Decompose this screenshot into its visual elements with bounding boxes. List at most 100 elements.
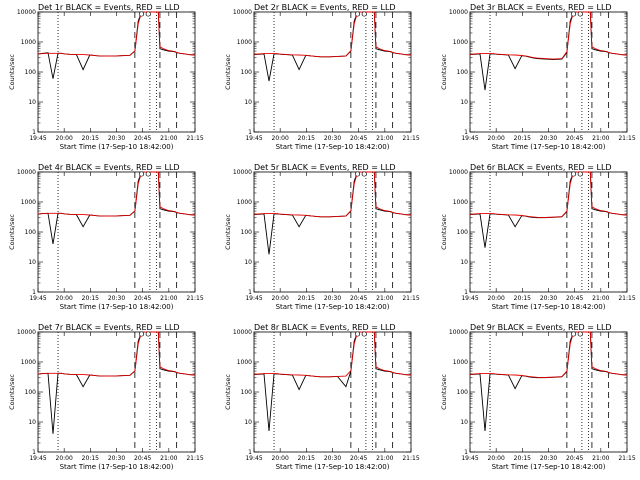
x-tick-label: 20:00 (56, 295, 73, 302)
x-axis-label: Start Time (17-Sep-10 18:42:00) (276, 463, 390, 471)
saturation-marker (361, 171, 367, 177)
x-tick-label: 20:15 (298, 455, 315, 462)
panel-title: Det 1r BLACK = Events, RED = LLD (38, 3, 180, 12)
x-tick-label: 20:15 (298, 295, 315, 302)
x-tick-label: 20:30 (108, 455, 125, 462)
y-tick-label: 1000 (21, 39, 36, 46)
x-axis-label: Start Time (17-Sep-10 18:42:00) (60, 143, 174, 151)
y-tick-label: 1 (248, 449, 252, 456)
y-tick-label: 1000 (237, 199, 252, 206)
y-tick-label: 100 (241, 389, 253, 396)
y-tick-label: 10000 (449, 329, 468, 336)
lld-series-line (37, 331, 196, 377)
y-tick-label: 1 (464, 449, 468, 456)
y-tick-label: 10 (28, 99, 36, 106)
x-tick-label: 20:00 (488, 135, 505, 142)
panel-title: Det 2r BLACK = Events, RED = LLD (254, 3, 396, 12)
x-tick-label: 19:45 (461, 135, 478, 142)
detector-panel: Det 9r BLACK = Events, RED = LLD Counts/s… (440, 323, 636, 471)
x-tick-label: 21:00 (160, 455, 177, 462)
y-tick-label: 1000 (453, 39, 468, 46)
y-tick-label: 1 (248, 289, 252, 296)
plot-frame (469, 11, 628, 133)
y-tick-label: 100 (241, 229, 253, 236)
x-tick-label: 19:45 (29, 135, 46, 142)
y-tick-label: 10 (244, 99, 252, 106)
saturation-marker (139, 11, 145, 17)
x-tick-label: 20:45 (134, 135, 151, 142)
x-tick-label: 21:00 (160, 135, 177, 142)
x-tick-label: 20:30 (324, 455, 341, 462)
y-tick-label: 1 (32, 449, 36, 456)
x-tick-label: 19:45 (461, 295, 478, 302)
x-axis-label: Start Time (17-Sep-10 18:42:00) (492, 463, 606, 471)
x-tick-label: 21:15 (618, 295, 635, 302)
x-tick-label: 20:00 (488, 455, 505, 462)
panel-title: Det 9r BLACK = Events, RED = LLD (470, 323, 612, 332)
x-tick-label: 20:30 (540, 455, 557, 462)
saturation-marker (577, 331, 583, 337)
y-tick-label: 10 (244, 419, 252, 426)
x-tick-label: 19:45 (461, 455, 478, 462)
lld-series-line (469, 331, 628, 378)
y-axis-label: Counts/sec (440, 54, 448, 90)
saturation-marker (577, 11, 583, 17)
x-tick-label: 20:30 (324, 135, 341, 142)
y-axis-label: Counts/sec (224, 374, 232, 410)
x-tick-label: 21:00 (376, 135, 393, 142)
panel-title: Det 7r BLACK = Events, RED = LLD (38, 323, 180, 332)
panel-title: Det 4r BLACK = Events, RED = LLD (38, 163, 180, 172)
x-tick-label: 21:00 (592, 455, 609, 462)
y-tick-label: 1000 (237, 39, 252, 46)
x-tick-label: 21:15 (186, 135, 203, 142)
saturation-marker (577, 171, 583, 177)
x-tick-label: 19:45 (245, 295, 262, 302)
y-tick-label: 1 (32, 129, 36, 136)
events-series-line (37, 11, 196, 79)
y-tick-label: 10000 (449, 169, 468, 176)
x-tick-label: 20:30 (540, 295, 557, 302)
x-axis-label: Start Time (17-Sep-10 18:42:00) (276, 143, 390, 151)
x-tick-label: 21:15 (402, 455, 419, 462)
x-tick-label: 21:15 (618, 135, 635, 142)
events-series-line (469, 171, 628, 248)
plot-frame (37, 11, 196, 133)
x-tick-label: 20:15 (82, 135, 99, 142)
detector-panel: Det 4r BLACK = Events, RED = LLD Counts/s… (8, 163, 204, 311)
events-series-line (469, 331, 628, 432)
x-tick-label: 20:45 (134, 455, 151, 462)
x-tick-label: 21:00 (592, 135, 609, 142)
saturation-marker (355, 11, 361, 17)
y-tick-label: 1 (464, 289, 468, 296)
y-tick-label: 1000 (21, 199, 36, 206)
y-tick-label: 100 (25, 69, 37, 76)
lld-series-line (253, 171, 412, 218)
x-tick-label: 20:45 (134, 295, 151, 302)
saturation-marker (355, 331, 361, 337)
events-series-line (253, 11, 412, 82)
plot-frame (469, 331, 628, 453)
y-tick-label: 10 (460, 99, 468, 106)
plot-frame (37, 331, 196, 453)
x-axis-label: Start Time (17-Sep-10 18:42:00) (492, 303, 606, 311)
x-axis-label: Start Time (17-Sep-10 18:42:00) (492, 143, 606, 151)
x-tick-label: 21:15 (186, 295, 203, 302)
x-tick-label: 20:15 (82, 295, 99, 302)
detector-panel: Det 3r BLACK = Events, RED = LLD Counts/s… (440, 3, 636, 151)
x-tick-label: 20:30 (108, 135, 125, 142)
detector-panel: Det 2r BLACK = Events, RED = LLD Counts/s… (224, 3, 420, 151)
y-tick-label: 10000 (233, 9, 252, 16)
x-tick-label: 20:45 (350, 455, 367, 462)
y-tick-label: 100 (25, 229, 37, 236)
x-tick-label: 20:45 (566, 135, 583, 142)
y-tick-label: 100 (457, 389, 469, 396)
y-tick-label: 10000 (17, 9, 36, 16)
saturation-marker (145, 171, 151, 177)
x-tick-label: 20:45 (350, 135, 367, 142)
x-tick-label: 20:15 (514, 135, 531, 142)
y-tick-label: 100 (457, 229, 469, 236)
y-tick-label: 10 (460, 259, 468, 266)
y-tick-label: 10000 (449, 9, 468, 16)
x-tick-label: 20:00 (56, 455, 73, 462)
